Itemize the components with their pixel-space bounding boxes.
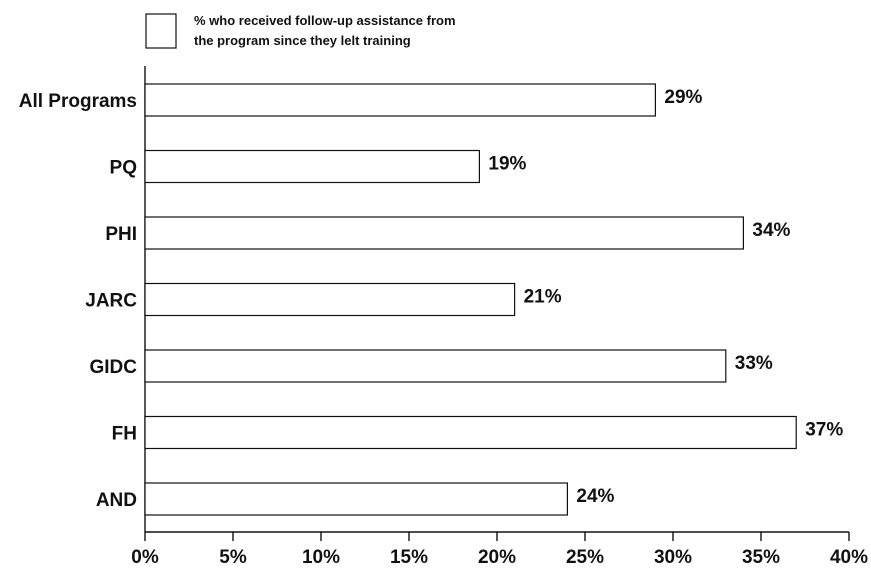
category-label: FH bbox=[112, 424, 137, 445]
data-label: 34% bbox=[752, 220, 790, 241]
bars: All Programs 29% PQ 19% PHI 34% JARC 21% GIDC 33%… bbox=[19, 83, 843, 516]
bar-fh bbox=[144, 415, 797, 450]
bar-jarc bbox=[144, 282, 516, 317]
data-label: 37% bbox=[805, 420, 843, 441]
x-tick-label: 30% bbox=[654, 547, 692, 568]
bar-pq bbox=[144, 149, 480, 184]
bar-gidc bbox=[144, 349, 727, 383]
bar-all-programs bbox=[144, 83, 656, 117]
category-label: GIDC bbox=[90, 357, 138, 378]
data-label: 33% bbox=[735, 353, 773, 374]
x-tick-label: 40% bbox=[830, 547, 868, 568]
x-tick-label: 10% bbox=[302, 547, 340, 568]
x-tick-label: 25% bbox=[566, 547, 604, 568]
data-label: 29% bbox=[664, 87, 702, 108]
category-label: JARC bbox=[85, 291, 137, 312]
bar-and bbox=[144, 482, 568, 516]
x-tick-label: 15% bbox=[390, 547, 428, 568]
data-label: 19% bbox=[488, 154, 526, 175]
category-label: PHI bbox=[105, 224, 137, 245]
category-label: AND bbox=[96, 490, 137, 511]
data-label: 21% bbox=[524, 287, 562, 308]
x-tick-label: 35% bbox=[742, 547, 780, 568]
legend-swatch bbox=[145, 13, 177, 49]
category-label: All Programs bbox=[19, 91, 137, 112]
x-tick-label: 0% bbox=[131, 547, 159, 568]
legend: % who received follow-up assistance from… bbox=[145, 13, 456, 49]
legend-text-line-2: the program since they lelt training bbox=[194, 33, 411, 48]
bar-phi bbox=[144, 216, 745, 250]
data-label: 24% bbox=[576, 486, 614, 507]
x-axis-ticks: 0% 5% 10% 15% 20% 25% 30% 35% 40% bbox=[131, 532, 868, 568]
legend-text-line-1: % who received follow-up assistance from bbox=[194, 13, 456, 28]
x-tick-label: 20% bbox=[478, 547, 516, 568]
category-label: PQ bbox=[110, 158, 137, 179]
x-tick-label: 5% bbox=[219, 547, 247, 568]
